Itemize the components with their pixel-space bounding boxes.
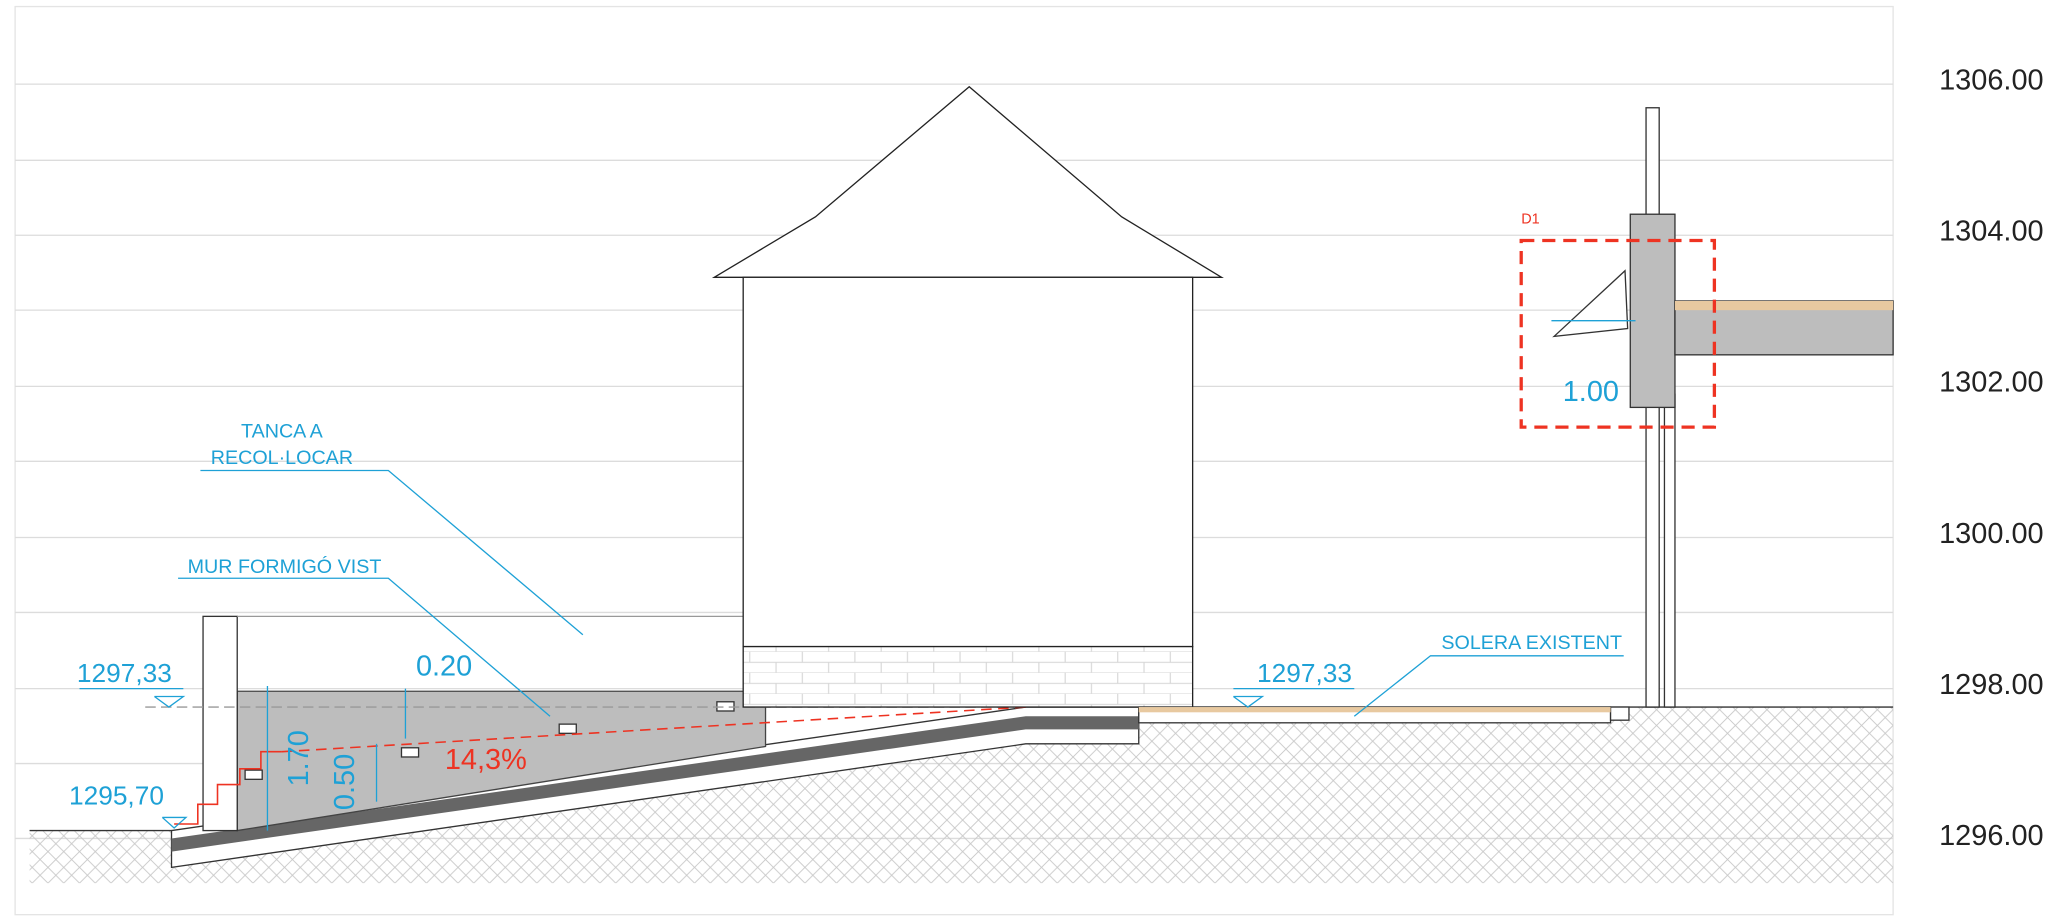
level: 1297,33 [77,658,172,688]
elevation: 1296.00 [1939,820,2044,852]
annotation: MUR FORMIGÓ VIST [188,555,382,578]
annotation: SOLERA EXISTENT [1441,632,1622,654]
elevation: 1306.00 [1939,64,2044,96]
dimension: 1.70 [283,730,315,786]
level: 1297,33 [1257,658,1352,688]
detail-box [1519,238,1717,429]
level: 1295,70 [69,780,164,810]
detail-label: D1 [1521,211,1539,227]
slope: 14,3% [445,744,527,776]
stairs [174,750,282,825]
ground [29,707,1894,884]
building [1138,107,1894,724]
fence [237,615,755,692]
elevation-labels: 1306.00 1304.00 1302.00 1300.00 1298.00 … [1939,64,2044,852]
house [711,85,1224,708]
elevation: 1304.00 [1939,215,2044,247]
elevation: 1300.00 [1939,518,2044,550]
slope-line [281,706,1026,753]
dimension: 0.20 [416,651,472,683]
elevation: 1302.00 [1939,367,2044,399]
dimension: 1.00 [1563,376,1619,408]
annotation: TANCA A [241,421,324,443]
fence-post [202,615,238,832]
leaders [79,320,1636,831]
elevation: 1298.00 [1939,669,2044,701]
annotation: RECOL·LOCAR [211,447,353,469]
dimension: 0.50 [329,754,361,810]
